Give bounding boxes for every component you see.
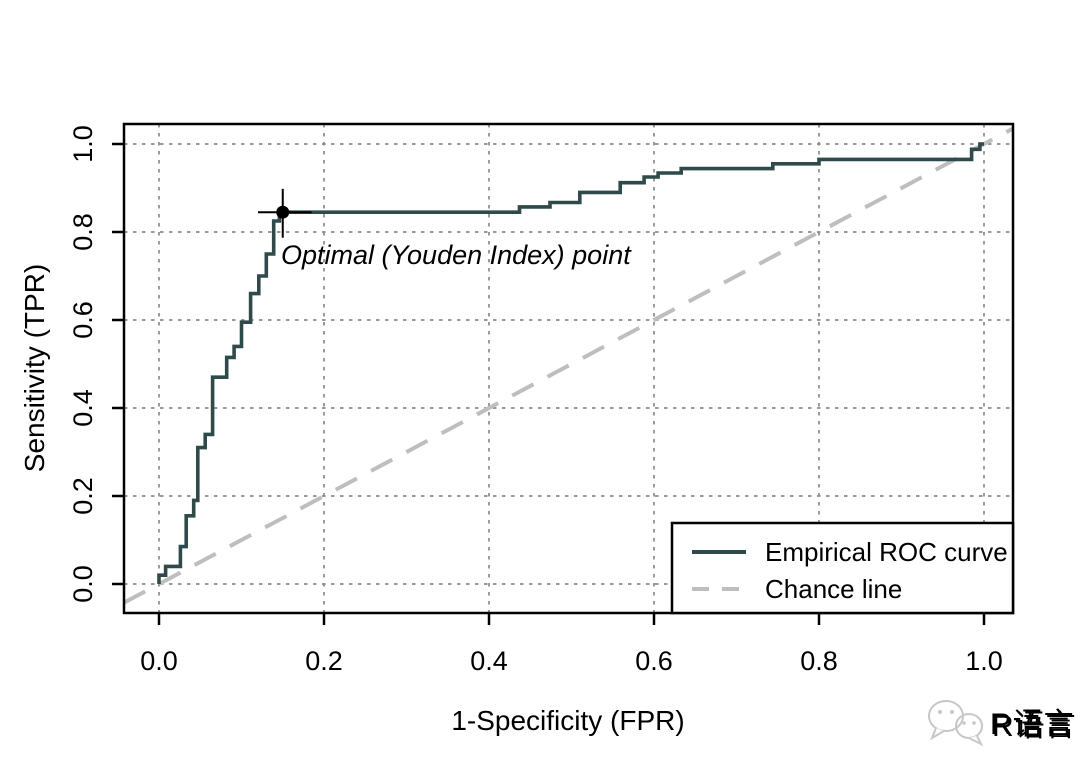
x-tick-label: 0.6 — [635, 646, 673, 676]
y-tick-label: 0.4 — [68, 389, 98, 427]
plot-frame — [122, 122, 1015, 615]
y-tick-label: 1.0 — [68, 125, 98, 163]
watermark-text: R语言 — [992, 710, 1077, 743]
chance-line — [123, 126, 1014, 605]
y-tick-label: 0.2 — [68, 477, 98, 515]
y-tick-label: 0.0 — [68, 565, 98, 603]
optimal-point-marker — [258, 188, 312, 238]
x-tick-label: 0.2 — [305, 646, 343, 676]
wechat-icon — [928, 700, 984, 747]
x-tick-label: 1.0 — [965, 646, 1003, 676]
y-tick-label: 0.6 — [68, 301, 98, 339]
y-axis-title: Sensitivity (TPR) — [19, 264, 50, 472]
optimal-point-dot — [276, 205, 290, 219]
x-tick-label: 0.8 — [800, 646, 838, 676]
watermark: R语言 R语言 — [928, 700, 1077, 747]
legend: Empirical ROC curve Chance line — [670, 521, 1015, 615]
watermark-text-shadow: R语言 — [990, 708, 1075, 741]
series-layer — [123, 126, 1014, 605]
y-tick-label: 0.8 — [68, 213, 98, 251]
legend-label-roc: Empirical ROC curve — [765, 537, 1008, 567]
x-tick-label: 0.4 — [470, 646, 508, 676]
x-tick-label: 0.0 — [140, 646, 178, 676]
grid-layer — [124, 124, 1013, 613]
legend-label-chance: Chance line — [765, 574, 902, 604]
ticks-layer: 0.0 0.0 0.2 0.2 0.4 0.4 0.6 0.6 0.8 0.8 1.0 1.0 — [68, 125, 1003, 676]
legend-box — [670, 521, 1015, 615]
x-axis-title: 1-Specificity (FPR) — [451, 705, 684, 736]
empirical-roc-curve — [157, 142, 984, 584]
optimal-point-label: Optimal (Youden Index) point — [281, 240, 632, 270]
